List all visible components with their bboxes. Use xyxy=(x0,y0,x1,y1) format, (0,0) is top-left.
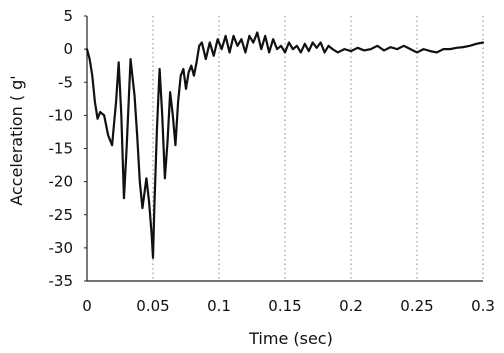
y-tick-label-6: -25 xyxy=(49,206,74,224)
x-tick-label-1: 0.05 xyxy=(136,297,169,315)
y-tick-label-1: 0 xyxy=(63,40,73,58)
series-line-0 xyxy=(85,31,485,259)
y-tick-labels: 5 0 -5 -10 -15 -20 -25 -30 -35 xyxy=(49,7,87,290)
x-tick-labels: 0 0.05 0.1 0.15 0.2 0.25 0.3 xyxy=(82,297,495,315)
x-tick-label-6: 0.3 xyxy=(471,297,495,315)
y-tick-label-0: 5 xyxy=(63,7,73,25)
y-tick-label-8: -35 xyxy=(49,272,74,290)
x-tick-label-0: 0 xyxy=(82,297,92,315)
x-axis-title: Time (sec) xyxy=(248,329,333,348)
y-tick-label-2: -5 xyxy=(58,73,73,91)
x-tick-label-2: 0.1 xyxy=(207,297,231,315)
y-tick-label-4: -15 xyxy=(49,140,74,158)
x-tick-label-5: 0.25 xyxy=(400,297,433,315)
y-tick-label-3: -10 xyxy=(49,106,74,124)
x-tick-label-3: 0.15 xyxy=(268,297,301,315)
y-tick-label-7: -30 xyxy=(49,239,74,257)
y-tick-label-5: -20 xyxy=(49,173,74,191)
y-axis-title: Acceleration ( g' xyxy=(7,75,26,205)
series-layer xyxy=(85,31,485,259)
x-tick-label-4: 0.2 xyxy=(339,297,363,315)
grid-layer xyxy=(152,16,484,281)
